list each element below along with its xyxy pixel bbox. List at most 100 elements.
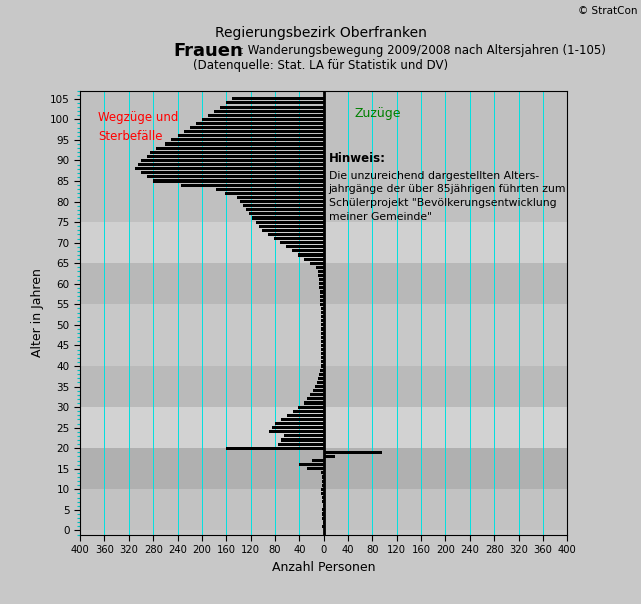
Bar: [324, 451, 381, 454]
Bar: [310, 393, 324, 396]
Text: Wegzüge und: Wegzüge und: [99, 111, 179, 124]
Bar: [284, 434, 324, 437]
Bar: [321, 340, 324, 343]
Bar: [274, 237, 324, 240]
Bar: [320, 303, 324, 306]
Bar: [321, 336, 324, 339]
Bar: [214, 109, 324, 113]
Bar: [320, 368, 324, 371]
Bar: [278, 443, 324, 446]
Bar: [320, 320, 324, 323]
Bar: [286, 245, 324, 248]
Bar: [225, 192, 324, 195]
Bar: [147, 155, 324, 158]
Bar: [320, 291, 324, 294]
Text: : Wanderungsbewegung 2009/2008 nach Altersjahren (1-105): : Wanderungsbewegung 2009/2008 nach Alte…: [240, 44, 606, 57]
Bar: [178, 134, 324, 137]
Bar: [156, 147, 324, 150]
Text: © StratCon: © StratCon: [578, 6, 638, 16]
Bar: [312, 459, 324, 462]
Bar: [246, 208, 324, 211]
Bar: [80, 263, 567, 304]
Bar: [221, 106, 324, 109]
Bar: [268, 233, 324, 236]
Bar: [304, 402, 324, 405]
Bar: [310, 262, 324, 265]
Bar: [269, 430, 324, 433]
Bar: [244, 204, 324, 207]
Bar: [320, 311, 324, 314]
Bar: [320, 364, 324, 368]
Bar: [240, 200, 324, 203]
Bar: [319, 282, 324, 285]
Text: Die unzureichend dargestellten Alters-
jahrgänge der über 85jährigen führten zum: Die unzureichend dargestellten Alters- j…: [329, 171, 566, 222]
Bar: [320, 307, 324, 310]
Bar: [322, 509, 324, 512]
Bar: [249, 213, 324, 216]
Bar: [299, 463, 324, 466]
Bar: [202, 118, 324, 121]
Bar: [317, 266, 324, 269]
Bar: [322, 525, 324, 528]
Bar: [321, 348, 324, 351]
Bar: [320, 299, 324, 302]
Bar: [318, 274, 324, 277]
Bar: [183, 130, 324, 133]
Bar: [135, 167, 324, 170]
Bar: [226, 101, 324, 104]
Bar: [165, 143, 324, 146]
Bar: [80, 489, 567, 530]
Bar: [319, 286, 324, 289]
Bar: [256, 220, 324, 223]
Bar: [141, 159, 324, 162]
Bar: [80, 448, 567, 489]
Bar: [281, 418, 324, 421]
Bar: [80, 407, 567, 448]
Bar: [320, 315, 324, 318]
Bar: [80, 366, 567, 407]
Bar: [280, 241, 324, 244]
Bar: [321, 323, 324, 326]
Y-axis label: Alter in Jahren: Alter in Jahren: [31, 268, 44, 357]
Bar: [322, 516, 324, 519]
Text: Frauen: Frauen: [173, 42, 243, 60]
Text: (Datenquelle: Stat. LA für Statistik und DV): (Datenquelle: Stat. LA für Statistik und…: [193, 59, 448, 72]
Text: Regierungsbezirk Oberfranken: Regierungsbezirk Oberfranken: [215, 26, 426, 40]
Bar: [319, 373, 324, 376]
Bar: [294, 410, 324, 413]
Bar: [281, 439, 324, 442]
Bar: [190, 126, 324, 129]
Bar: [322, 475, 324, 478]
Bar: [321, 488, 324, 491]
Bar: [216, 188, 324, 191]
Bar: [319, 278, 324, 281]
Bar: [232, 97, 324, 100]
Bar: [153, 179, 324, 182]
Bar: [322, 496, 324, 499]
Bar: [321, 332, 324, 335]
Bar: [141, 172, 324, 175]
Bar: [321, 344, 324, 347]
Bar: [321, 327, 324, 330]
Bar: [322, 512, 324, 516]
Bar: [275, 422, 324, 425]
Bar: [226, 447, 324, 450]
Bar: [322, 484, 324, 487]
Bar: [318, 270, 324, 273]
Bar: [317, 381, 324, 384]
X-axis label: Anzahl Personen: Anzahl Personen: [272, 561, 376, 574]
Bar: [306, 467, 324, 471]
Bar: [321, 471, 324, 474]
Bar: [138, 163, 324, 166]
Bar: [80, 91, 567, 222]
Bar: [80, 222, 567, 263]
Bar: [258, 225, 324, 228]
Bar: [287, 414, 324, 417]
Bar: [306, 397, 324, 400]
Bar: [171, 138, 324, 141]
Bar: [253, 216, 324, 220]
Bar: [320, 295, 324, 298]
Bar: [321, 361, 324, 364]
Bar: [324, 455, 335, 458]
Bar: [315, 385, 324, 388]
